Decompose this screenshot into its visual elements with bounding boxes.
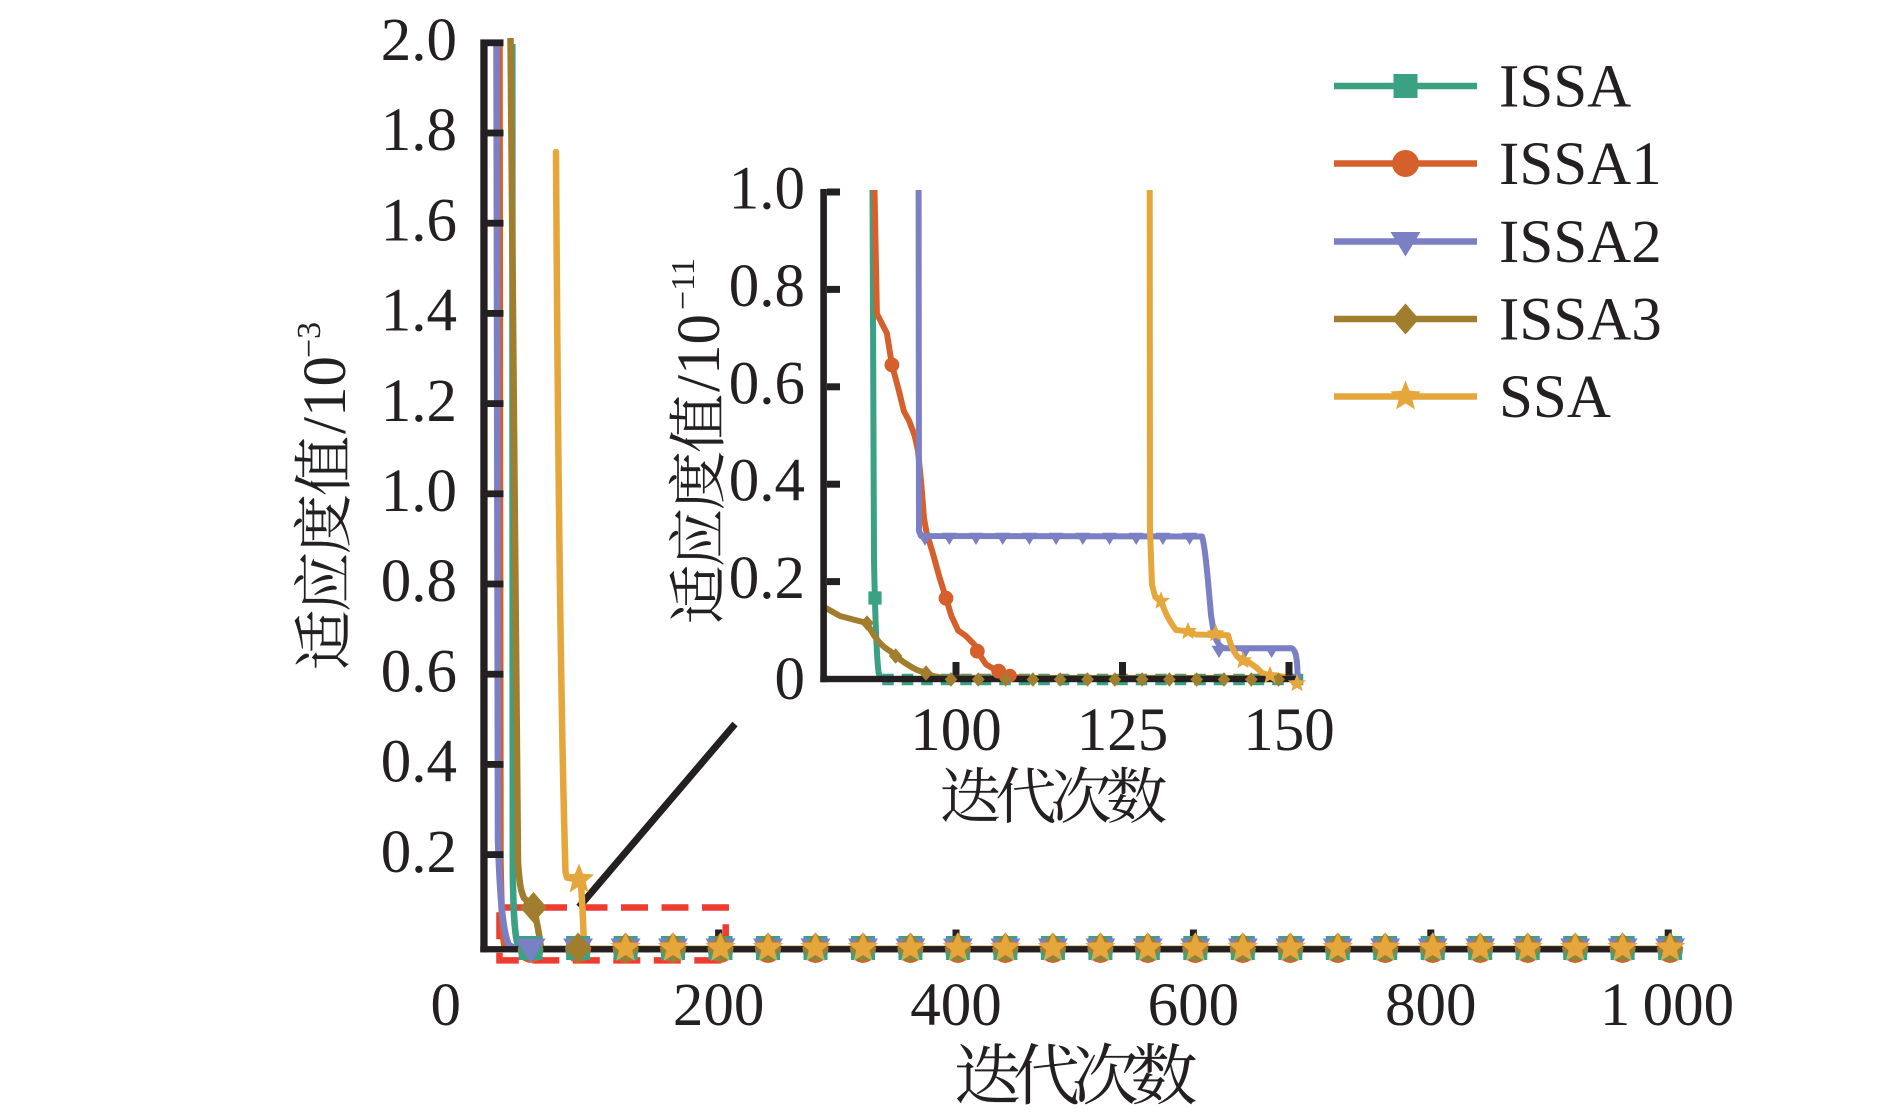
svg-text:400: 400 <box>910 972 1002 1039</box>
svg-text:125: 125 <box>1077 697 1169 764</box>
svg-text:/10: /10 <box>292 356 359 434</box>
svg-text:1.8: 1.8 <box>381 97 457 164</box>
svg-text:1.2: 1.2 <box>381 368 457 435</box>
svg-text:0.8: 0.8 <box>381 548 457 615</box>
svg-text:0.4: 0.4 <box>381 729 457 796</box>
svg-text:150: 150 <box>1243 697 1335 764</box>
svg-text:−3: −3 <box>291 322 328 358</box>
svg-text:100: 100 <box>910 697 1002 764</box>
svg-text:800: 800 <box>1385 972 1477 1039</box>
svg-text:1.0: 1.0 <box>729 156 805 223</box>
svg-text:1.4: 1.4 <box>381 278 457 345</box>
svg-text:SSA: SSA <box>1499 364 1611 431</box>
svg-text:ISSA2: ISSA2 <box>1499 209 1662 276</box>
svg-text:0.6: 0.6 <box>729 350 805 417</box>
svg-text:0.4: 0.4 <box>729 448 805 515</box>
svg-text:0: 0 <box>431 972 462 1039</box>
svg-text:0.2: 0.2 <box>381 819 457 886</box>
svg-text:2.0: 2.0 <box>381 7 457 74</box>
svg-text:600: 600 <box>1148 972 1240 1039</box>
svg-text:1.0: 1.0 <box>381 458 457 525</box>
svg-text:0: 0 <box>775 646 806 713</box>
svg-text:ISSA: ISSA <box>1499 53 1631 120</box>
svg-text:0.2: 0.2 <box>729 545 805 612</box>
svg-text:ISSA3: ISSA3 <box>1499 286 1662 353</box>
svg-text:200: 200 <box>673 972 765 1039</box>
svg-text:ISSA1: ISSA1 <box>1499 131 1662 198</box>
svg-text:−11: −11 <box>665 258 702 310</box>
svg-text:1.6: 1.6 <box>381 187 457 254</box>
svg-text:0.8: 0.8 <box>729 253 805 320</box>
svg-text:/10: /10 <box>666 314 733 392</box>
svg-text:0.6: 0.6 <box>381 638 457 705</box>
svg-text:1 000: 1 000 <box>1600 972 1734 1039</box>
